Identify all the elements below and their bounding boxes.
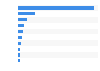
Bar (18, 52, 98, 58)
Bar (18, 29, 98, 34)
Bar (18, 40, 98, 46)
Bar (18, 17, 98, 23)
Bar (18, 47, 20, 51)
Bar (18, 46, 98, 52)
Bar (18, 58, 98, 64)
Bar (18, 36, 22, 39)
Bar (18, 12, 35, 15)
Bar (18, 23, 98, 29)
Bar (18, 11, 98, 17)
Bar (18, 53, 20, 57)
Bar (18, 59, 20, 62)
Bar (18, 24, 24, 27)
Bar (18, 34, 98, 40)
Bar (18, 42, 21, 45)
Bar (18, 5, 98, 11)
Bar (18, 6, 94, 10)
Bar (18, 30, 23, 33)
Bar (18, 18, 27, 21)
